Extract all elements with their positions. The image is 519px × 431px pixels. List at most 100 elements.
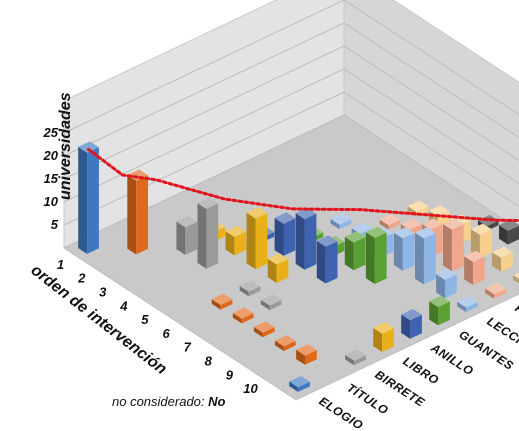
x-tick-label: 5 bbox=[141, 312, 149, 327]
bar-top-face bbox=[379, 213, 401, 226]
bar-front-face bbox=[429, 301, 439, 326]
category-label: LIBRO bbox=[400, 354, 441, 388]
x-tick-label: 3 bbox=[99, 285, 107, 300]
bar-side-face bbox=[206, 203, 219, 269]
bar-side-face bbox=[283, 218, 296, 256]
bar-top-face bbox=[344, 231, 366, 243]
trend-line bbox=[87, 147, 519, 222]
note-prefix: no considerado: bbox=[112, 394, 208, 409]
bar-top-face bbox=[464, 250, 485, 262]
x-tick-label: 6 bbox=[162, 326, 170, 341]
bar bbox=[365, 226, 387, 284]
bar-top-face bbox=[211, 293, 233, 305]
bar-front-face bbox=[253, 326, 263, 338]
bar-side-face bbox=[410, 314, 422, 339]
bar-front-face bbox=[225, 231, 235, 256]
gridline bbox=[63, 0, 519, 134]
bar-front-face bbox=[513, 275, 519, 284]
bar-front-face bbox=[176, 221, 186, 255]
bar bbox=[239, 280, 261, 297]
bar-side-face bbox=[276, 259, 289, 283]
bar bbox=[289, 376, 310, 392]
bar bbox=[316, 235, 338, 284]
bar-side-face bbox=[501, 252, 513, 272]
bar-top-face bbox=[492, 246, 513, 258]
bar-top-face bbox=[246, 207, 268, 219]
bar bbox=[295, 207, 317, 270]
bar-side-face bbox=[255, 213, 268, 270]
bar-top-face bbox=[429, 295, 450, 307]
bars bbox=[78, 141, 519, 392]
bar bbox=[457, 296, 478, 313]
bar bbox=[401, 309, 422, 339]
bar-front-face bbox=[260, 299, 270, 311]
bar bbox=[429, 295, 450, 326]
bar-front-face bbox=[330, 218, 340, 230]
bar-side-face bbox=[354, 355, 366, 366]
bar bbox=[253, 321, 275, 338]
bar-top-face bbox=[499, 219, 519, 231]
bar bbox=[330, 213, 352, 230]
bar-front-face bbox=[239, 285, 249, 297]
bar bbox=[78, 141, 99, 254]
z-tick-label: 25 bbox=[43, 125, 59, 140]
bar bbox=[225, 225, 247, 256]
bar bbox=[436, 268, 457, 299]
bar-top-face bbox=[345, 349, 366, 361]
bar-top-face bbox=[436, 268, 457, 280]
bar-top-face bbox=[296, 344, 317, 356]
z-tick-label: 20 bbox=[43, 148, 59, 163]
bar-side-face bbox=[262, 327, 275, 338]
bar-side-face bbox=[423, 233, 436, 285]
x-tick-label: 10 bbox=[243, 381, 258, 396]
bar bbox=[197, 197, 219, 269]
bar-side-face bbox=[304, 213, 317, 270]
bar-side-face bbox=[136, 175, 148, 255]
bar-front-face bbox=[267, 258, 277, 283]
bar bbox=[344, 231, 366, 271]
gridline bbox=[63, 22, 519, 157]
bar-top-face bbox=[443, 218, 464, 230]
bar bbox=[485, 282, 506, 299]
bar-front-face bbox=[289, 381, 299, 392]
trend-polyline bbox=[87, 147, 519, 222]
bar-side-face bbox=[339, 219, 352, 230]
bar bbox=[176, 216, 198, 255]
bar-top-face bbox=[232, 307, 254, 319]
bar-top-face bbox=[78, 141, 99, 153]
bar-front-face bbox=[457, 301, 467, 313]
bar-front-face bbox=[443, 224, 452, 272]
z-tick-label: 5 bbox=[51, 217, 59, 232]
bar-front-face bbox=[415, 232, 424, 285]
note-value: No bbox=[208, 394, 225, 409]
note: no considerado: No bbox=[112, 394, 226, 409]
bar-top-face bbox=[393, 227, 415, 239]
bar-top-face bbox=[373, 322, 394, 334]
bar-top-face bbox=[400, 218, 422, 230]
bar-side-face bbox=[479, 229, 492, 258]
gridline bbox=[63, 45, 519, 180]
bar bbox=[345, 349, 366, 366]
bar-top-face bbox=[421, 218, 443, 230]
bar bbox=[443, 218, 464, 272]
bar bbox=[379, 213, 401, 230]
bar bbox=[246, 207, 268, 270]
bar-front-face bbox=[211, 299, 221, 310]
bar-top-face bbox=[471, 223, 492, 235]
bar bbox=[274, 212, 296, 256]
bar-top-face bbox=[330, 213, 352, 225]
bar-top-face bbox=[407, 200, 429, 212]
bar-front-face bbox=[393, 232, 403, 271]
bar-front-face bbox=[373, 327, 383, 352]
bar bbox=[296, 344, 317, 365]
bar-front-face bbox=[379, 219, 389, 230]
bar-front-face bbox=[365, 232, 375, 284]
z-axis-title: universidades bbox=[57, 92, 74, 200]
bar bbox=[499, 219, 519, 245]
bar-side-face bbox=[388, 219, 401, 230]
bar-side-face bbox=[87, 147, 99, 254]
bar-front-face bbox=[127, 175, 137, 255]
bar-front-face bbox=[246, 212, 256, 270]
bar-top-face bbox=[415, 227, 436, 239]
